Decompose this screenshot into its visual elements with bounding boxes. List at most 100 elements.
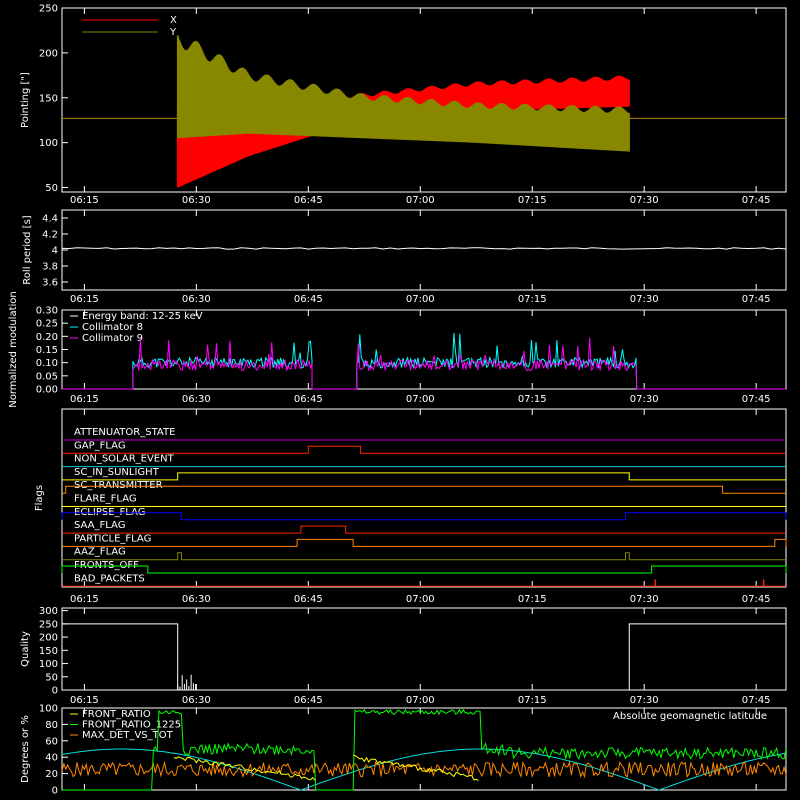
quality-ytick-label: 100: [39, 659, 58, 670]
roll-ylabel: Roll period [s]: [22, 215, 33, 284]
pointing-tick-label: 06:45: [294, 195, 323, 206]
modulation-tick-label: 07:30: [630, 394, 659, 405]
quality-tick-label: 07:15: [518, 695, 547, 706]
modulation-tick-label: 06:30: [182, 394, 211, 405]
flag-line: [62, 552, 786, 561]
quality-ylabel: Quality: [20, 631, 31, 667]
modulation-tick-label: 07:45: [742, 394, 771, 405]
modulation-ytick-label: 0.30: [36, 306, 58, 317]
quality-tick-label: 07:30: [630, 695, 659, 706]
pointing-series-Y: [176, 35, 630, 152]
ratios-ytick-label: 40: [45, 753, 58, 764]
ratios-ytick-label: 0: [52, 786, 58, 797]
pointing-ytick-label: 100: [39, 138, 58, 149]
flag-label: AAZ_FLAG: [74, 547, 126, 558]
quality-ytick-label: 50: [45, 672, 58, 683]
roll-frame: [61, 209, 787, 291]
ratios-ylabel: Degrees or %: [20, 715, 31, 783]
flags-ylabel: Flags: [34, 485, 45, 511]
modulation-legend-label: Collimator 8: [82, 322, 143, 333]
ratios-series-front: [173, 754, 479, 782]
modulation-legend-label: Collimator 9: [82, 333, 143, 344]
quality-series: [62, 623, 786, 690]
quality-ytick-label: 0: [52, 686, 58, 697]
roll-tick-label: 06:30: [182, 294, 211, 305]
flag-line: [62, 485, 786, 494]
flag-line: [62, 472, 786, 481]
flags-tick-label: 06:30: [182, 594, 211, 605]
quality-tick-label: 07:00: [406, 695, 435, 706]
pointing-ytick-label: 250: [39, 4, 58, 15]
ratios-series-front1225: [62, 708, 787, 791]
flag-line: [62, 525, 786, 534]
pointing-tick-label: 07:45: [742, 195, 771, 206]
pointing-ytick-label: 50: [45, 183, 58, 194]
ratios-legend-label: FRONT_RATIO_1225: [82, 720, 181, 731]
flag-line: [61, 512, 787, 521]
pointing-ytick-label: 200: [39, 48, 58, 59]
flag-label: NON_SOLAR_EVENT: [74, 454, 175, 465]
pointing-legend-label: Y: [169, 27, 177, 38]
ratios-ytick-label: 100: [39, 704, 58, 715]
modulation-tick-label: 07:15: [518, 394, 547, 405]
pointing-tick-label: 07:00: [406, 195, 435, 206]
modulation-ytick-label: 0.20: [36, 332, 58, 343]
roll-tick-label: 07:45: [742, 294, 771, 305]
ratios-ytick-label: 80: [45, 720, 58, 731]
flags-tick-label: 07:30: [630, 594, 659, 605]
quality-ytick-label: 250: [39, 619, 58, 630]
ratios-series-maxdet: [61, 760, 787, 779]
roll-tick-label: 06:15: [70, 294, 99, 305]
roll-ytick-label: 4.2: [42, 230, 58, 241]
flag-line: [62, 538, 787, 547]
modulation-ytick-label: 0.15: [36, 345, 58, 356]
pointing-ytick-label: 150: [39, 93, 58, 104]
flag-label: BAD_PACKETS: [74, 573, 145, 584]
pointing-tick-label: 07:30: [630, 195, 659, 206]
quality-tick-label: 06:15: [70, 695, 99, 706]
flag-label: SC_IN_SUNLIGHT: [74, 467, 160, 478]
flags-tick-label: 06:15: [70, 594, 99, 605]
roll-ytick-label: 4.4: [42, 214, 58, 225]
modulation-legend-label: Energy band: 12-25 keV: [82, 311, 203, 322]
modulation-ylabel: Normalized modulation: [8, 291, 19, 408]
flags-frame: [61, 408, 787, 588]
flag-label: GAP_FLAG: [74, 440, 126, 451]
flag-label: FLARE_FLAG: [74, 494, 137, 505]
roll-tick-label: 07:00: [406, 294, 435, 305]
pointing-frame: [61, 7, 787, 193]
ratios-ytick-label: 20: [45, 769, 58, 780]
ratios-legend-label: FRONT_RATIO: [82, 709, 151, 720]
ratios-ytick-label: 60: [45, 736, 58, 747]
modulation-tick-label: 06:45: [294, 394, 323, 405]
pointing-tick-label: 06:30: [182, 195, 211, 206]
flags-tick-label: 07:15: [518, 594, 547, 605]
quality-tick-label: 06:45: [294, 695, 323, 706]
pointing-tick-label: 06:15: [70, 195, 99, 206]
quality-tick-label: 06:30: [182, 695, 211, 706]
roll-ytick-label: 3.6: [42, 278, 58, 289]
flags-tick-label: 07:45: [742, 594, 771, 605]
roll-ytick-label: 3.8: [42, 262, 58, 273]
ratios-annotation: Absolute geomagnetic latitude: [613, 711, 767, 722]
quality-frame: [61, 607, 787, 691]
flag-label: ATTENUATOR_STATE: [74, 427, 175, 438]
modulation-tick-label: 06:15: [70, 394, 99, 405]
quality-ytick-label: 150: [39, 646, 58, 657]
modulation-ytick-label: 0.10: [36, 358, 58, 369]
ratios-legend-label: MAX_DET_VS_TOT: [82, 730, 174, 741]
modulation-ytick-label: 0.25: [36, 319, 58, 330]
ratios-series-latitude: [61, 748, 787, 791]
roll-tick-label: 06:45: [294, 294, 323, 305]
quality-ytick-label: 300: [39, 606, 58, 617]
quality-ytick-label: 200: [39, 633, 58, 644]
flag-line: [61, 565, 787, 574]
flags-tick-label: 07:00: [406, 594, 435, 605]
modulation-tick-label: 07:00: [406, 394, 435, 405]
pointing-tick-label: 07:15: [518, 195, 547, 206]
pointing-legend-label: X: [170, 15, 177, 26]
flag-label: SAA_FLAG: [74, 520, 125, 531]
quality-tick-label: 07:45: [742, 695, 771, 706]
